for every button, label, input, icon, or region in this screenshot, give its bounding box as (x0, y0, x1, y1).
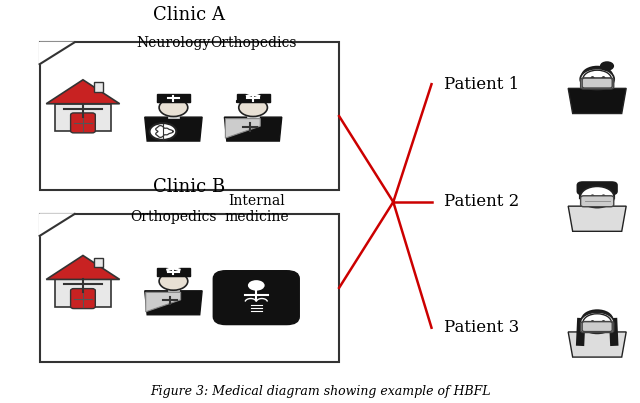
FancyBboxPatch shape (70, 113, 95, 133)
Text: Patient 1: Patient 1 (444, 76, 520, 93)
FancyBboxPatch shape (580, 78, 614, 89)
Circle shape (239, 99, 268, 116)
Circle shape (583, 314, 611, 332)
Polygon shape (225, 118, 260, 138)
Text: Clinic B: Clinic B (153, 178, 225, 196)
FancyBboxPatch shape (582, 78, 612, 88)
Polygon shape (46, 256, 120, 279)
Text: Patient 3: Patient 3 (444, 319, 520, 336)
Text: Internal
medicine: Internal medicine (224, 194, 289, 224)
Circle shape (581, 66, 613, 86)
FancyBboxPatch shape (157, 100, 190, 102)
Polygon shape (145, 117, 202, 141)
FancyBboxPatch shape (247, 112, 259, 118)
FancyBboxPatch shape (157, 94, 190, 102)
Circle shape (601, 62, 613, 70)
Circle shape (248, 280, 265, 291)
Polygon shape (40, 214, 75, 236)
Circle shape (159, 99, 188, 116)
Text: Figure 3: Medical diagram showing example of HBFL: Figure 3: Medical diagram showing exampl… (150, 384, 490, 398)
FancyBboxPatch shape (236, 100, 270, 102)
Polygon shape (145, 291, 202, 315)
FancyBboxPatch shape (40, 214, 339, 361)
Circle shape (583, 70, 611, 88)
Polygon shape (568, 88, 626, 114)
Polygon shape (568, 206, 626, 231)
FancyBboxPatch shape (55, 279, 111, 307)
FancyBboxPatch shape (580, 322, 614, 332)
FancyBboxPatch shape (168, 112, 179, 118)
FancyBboxPatch shape (94, 82, 103, 91)
FancyBboxPatch shape (168, 286, 179, 291)
FancyBboxPatch shape (40, 42, 339, 190)
FancyBboxPatch shape (70, 289, 95, 309)
Circle shape (580, 69, 614, 90)
FancyBboxPatch shape (237, 94, 269, 102)
Circle shape (159, 272, 188, 290)
FancyBboxPatch shape (580, 196, 614, 207)
FancyBboxPatch shape (94, 258, 103, 267)
FancyBboxPatch shape (213, 271, 300, 324)
Text: Orthopedics: Orthopedics (210, 36, 296, 50)
Text: Clinic A: Clinic A (154, 6, 225, 24)
FancyBboxPatch shape (577, 181, 618, 195)
Polygon shape (46, 80, 120, 104)
Circle shape (150, 123, 176, 140)
Circle shape (581, 309, 613, 329)
Circle shape (580, 186, 614, 208)
FancyBboxPatch shape (157, 274, 190, 276)
Polygon shape (40, 42, 75, 64)
Text: Neurology: Neurology (136, 36, 211, 50)
Polygon shape (225, 117, 282, 141)
Circle shape (580, 312, 614, 333)
Text: Patient 2: Patient 2 (444, 193, 520, 210)
FancyBboxPatch shape (157, 268, 190, 276)
Text: Orthopedics: Orthopedics (130, 210, 217, 224)
FancyBboxPatch shape (55, 104, 111, 131)
Polygon shape (568, 332, 626, 357)
FancyBboxPatch shape (582, 322, 612, 332)
Polygon shape (146, 292, 180, 312)
